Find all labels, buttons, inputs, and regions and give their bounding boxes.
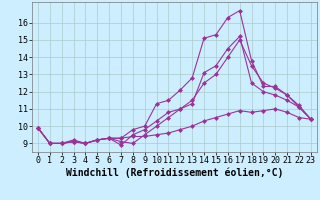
X-axis label: Windchill (Refroidissement éolien,°C): Windchill (Refroidissement éolien,°C) xyxy=(66,168,283,178)
